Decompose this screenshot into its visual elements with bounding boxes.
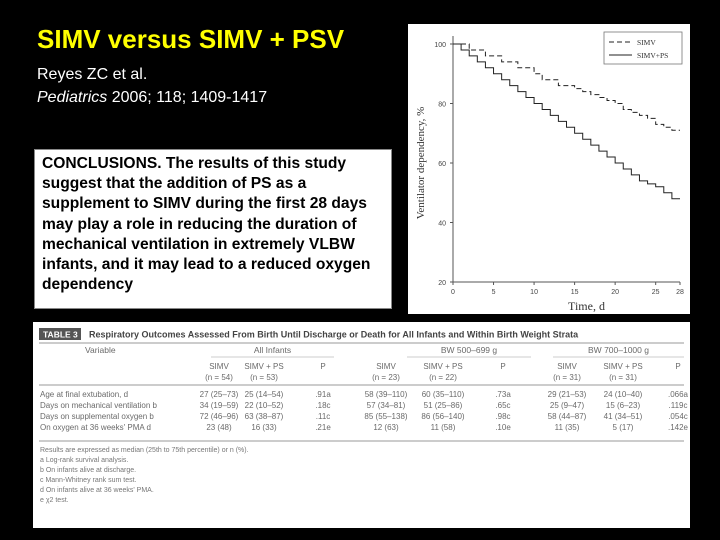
table-cell: 11 (58) bbox=[431, 423, 456, 432]
table-footnote: c Mann-Whitney rank sum test. bbox=[40, 477, 137, 484]
group-header: All Infants bbox=[254, 345, 291, 355]
legend-label: SIMV bbox=[637, 38, 656, 47]
column-n: (n = 23) bbox=[372, 373, 400, 382]
table-cell: 86 (56–140) bbox=[421, 412, 464, 421]
legend-label: SIMV+PS bbox=[637, 51, 668, 60]
y-tick-label: 40 bbox=[438, 221, 446, 228]
group-header: BW 700–1000 g bbox=[588, 345, 649, 355]
y-tick-label: 80 bbox=[438, 102, 446, 109]
x-tick-label: 10 bbox=[530, 289, 538, 296]
table-cell: .73a bbox=[495, 390, 511, 399]
table-cell: 23 (48) bbox=[206, 423, 232, 432]
column-n: (n = 53) bbox=[250, 373, 278, 382]
table-cell: 60 (35–110) bbox=[422, 390, 465, 399]
variable-header: Variable bbox=[85, 345, 116, 355]
table-cell: 51 (25–86) bbox=[424, 401, 463, 410]
table-cell: .11c bbox=[316, 412, 331, 421]
table-cell: .18c bbox=[315, 401, 330, 410]
series-line-simv-ps bbox=[453, 43, 680, 200]
table-cell: .066a bbox=[668, 390, 689, 399]
column-header: SIMV bbox=[557, 362, 577, 371]
table-cell: 85 (55–138) bbox=[364, 412, 407, 421]
y-axis-label: Ventilator dependency, % bbox=[415, 107, 427, 220]
x-tick-label: 0 bbox=[451, 289, 455, 296]
column-header: SIMV + PS bbox=[603, 362, 642, 371]
column-n: (n = 31) bbox=[609, 373, 637, 382]
table-cell: .98c bbox=[495, 412, 510, 421]
x-axis-label: Time, d bbox=[568, 299, 605, 313]
table-cell: 24 (10–40) bbox=[604, 390, 643, 399]
y-tick-label: 60 bbox=[438, 161, 446, 168]
table-cell: .142e bbox=[668, 423, 689, 432]
x-tick-label: 25 bbox=[652, 289, 660, 296]
table-cell: 58 (44–87) bbox=[548, 412, 587, 421]
slide-title: SIMV versus SIMV + PSV bbox=[37, 24, 345, 54]
table-footnote: e χ2 test. bbox=[40, 497, 69, 504]
column-header: P bbox=[675, 362, 680, 371]
row-label: On oxygen at 36 weeks' PMA d bbox=[40, 423, 151, 432]
column-n: (n = 22) bbox=[429, 373, 457, 382]
chart-svg: 20 40 60 80 100 0 5 10 15 20 25 28 Time, d Ventilator… bbox=[415, 31, 684, 313]
row-label: Age at final extubation, d bbox=[40, 390, 128, 399]
citation-source: Pediatrics 2006; 118; 1409-1417 bbox=[37, 89, 267, 107]
table-cell: 5 (17) bbox=[613, 423, 634, 432]
table-cell: 25 (9–47) bbox=[550, 401, 585, 410]
x-tick-label: 20 bbox=[611, 289, 619, 296]
table-footnote: b On infants alive at discharge. bbox=[40, 467, 136, 474]
table-cell: 25 (14–54) bbox=[245, 390, 284, 399]
table-cell: 27 (25–73) bbox=[200, 390, 239, 399]
conclusion-box: CONCLUSIONS. The results of this study s… bbox=[34, 149, 392, 309]
column-n: (n = 54) bbox=[205, 373, 233, 382]
table-cell: 63 (38–87) bbox=[245, 412, 284, 421]
table-cell: 15 (6–23) bbox=[606, 401, 641, 410]
series-line-simv bbox=[453, 43, 680, 131]
table-cell: 11 (35) bbox=[555, 423, 580, 432]
x-tick-label: 5 bbox=[492, 289, 496, 296]
table-caption: Respiratory Outcomes Assessed From Birth… bbox=[89, 330, 579, 340]
table-cell: .65c bbox=[495, 401, 510, 410]
legend-box bbox=[603, 31, 683, 65]
citation-details: 2006; 118; 1409-1417 bbox=[107, 89, 268, 106]
table-cell: 22 (10–52) bbox=[245, 401, 284, 410]
column-header: SIMV bbox=[376, 362, 396, 371]
chart-legend: SIMV SIMV+PS bbox=[603, 31, 683, 65]
x-tick-label: 28 bbox=[676, 289, 684, 296]
column-header: SIMV + PS bbox=[244, 362, 283, 371]
column-header: SIMV bbox=[209, 362, 229, 371]
table-cell: .10e bbox=[495, 423, 511, 432]
x-tick-label: 15 bbox=[571, 289, 579, 296]
citation-authors: Reyes ZC et al. bbox=[37, 66, 148, 83]
citation-journal: Pediatrics bbox=[37, 89, 108, 106]
table-cell: 12 (63) bbox=[373, 423, 399, 432]
table-svg: TABLE 3 Respiratory Outcomes Assessed Fro… bbox=[39, 328, 689, 504]
row-label: Days on mechanical ventilation b bbox=[40, 401, 158, 410]
table-cell: 58 (39–110) bbox=[365, 390, 408, 399]
y-tick-label: 20 bbox=[438, 280, 446, 287]
table-cell: 29 (21–53) bbox=[548, 390, 587, 399]
table-cell: 57 (34–81) bbox=[367, 401, 406, 410]
column-n: (n = 31) bbox=[553, 373, 581, 382]
table-footnote: a Log-rank survival analysis. bbox=[40, 457, 128, 464]
column-header: P bbox=[500, 362, 505, 371]
table-cell: .21e bbox=[315, 423, 331, 432]
table-label: TABLE 3 bbox=[43, 330, 78, 340]
table-cell: .054c bbox=[668, 412, 688, 421]
y-tick-label: 100 bbox=[434, 42, 446, 49]
table-cell: .91a bbox=[315, 390, 331, 399]
group-header: BW 500–699 g bbox=[441, 345, 498, 355]
table-label-bg bbox=[39, 328, 81, 340]
table-cell: .119c bbox=[669, 401, 688, 410]
column-header: P bbox=[320, 362, 325, 371]
table-cell: 16 (33) bbox=[251, 423, 277, 432]
table-cell: 72 (46–96) bbox=[200, 412, 239, 421]
table-cell: 34 (19–59) bbox=[200, 401, 239, 410]
ventilator-dependency-chart: 20 40 60 80 100 0 5 10 15 20 25 28 Time, d Ventilator… bbox=[408, 24, 690, 314]
respiratory-outcomes-table: TABLE 3 Respiratory Outcomes Assessed Fro… bbox=[33, 322, 690, 528]
table-footnote: d On infants alive at 36 weeks' PMA. bbox=[40, 487, 154, 494]
row-label: Days on supplemental oxygen b bbox=[40, 412, 154, 421]
column-header: SIMV + PS bbox=[423, 362, 462, 371]
table-cell: 41 (34–51) bbox=[604, 412, 643, 421]
table-footnote: Results are expressed as median (25th to… bbox=[40, 447, 249, 454]
